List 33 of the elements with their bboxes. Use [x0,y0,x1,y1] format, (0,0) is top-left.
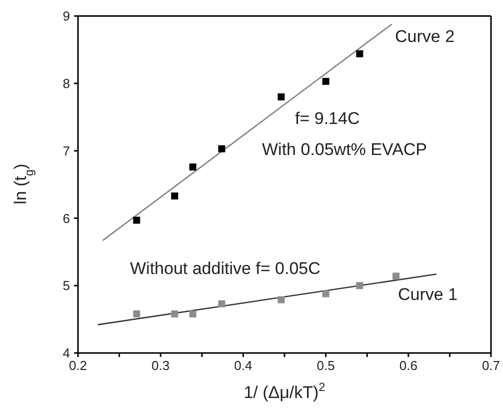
x-tick-label: 0.2 [68,358,88,374]
point [133,216,140,224]
x-tick-label: 0.3 [152,358,170,374]
y-tick-label: 9 [62,8,70,24]
point [356,50,364,58]
point [133,310,140,318]
point [171,310,178,318]
y-tick-label: 5 [62,278,70,294]
point [356,282,364,290]
x-axis-title: 1/ (Δμ/kT)$^{2}$ [244,380,326,402]
y-tick-label: 8 [62,76,70,92]
x-tick-label: 0.6 [399,358,418,374]
point [392,272,400,280]
annotation: Curve 1 [398,285,458,304]
y-tick-label: 4 [62,346,70,361]
point [171,192,178,200]
point [322,290,330,298]
x-tick-label: 0.7 [482,358,500,374]
x-tick-label: 0.4 [234,358,252,374]
point [218,300,226,308]
annotation: With 0.05wt% EVACP [262,140,428,159]
y-tick-label: 6 [62,210,70,226]
point [189,163,196,170]
x-tick-label: 0.5 [316,358,335,374]
y-tick-label: 7 [62,143,70,158]
annotation: f= 9.14C [295,109,360,128]
annotation: Curve 2 [395,27,455,46]
point [218,145,226,152]
point [278,93,285,100]
annotation: Without additive f= 0.05C [130,259,320,278]
point [189,310,196,318]
point [322,78,330,85]
point [278,296,285,304]
